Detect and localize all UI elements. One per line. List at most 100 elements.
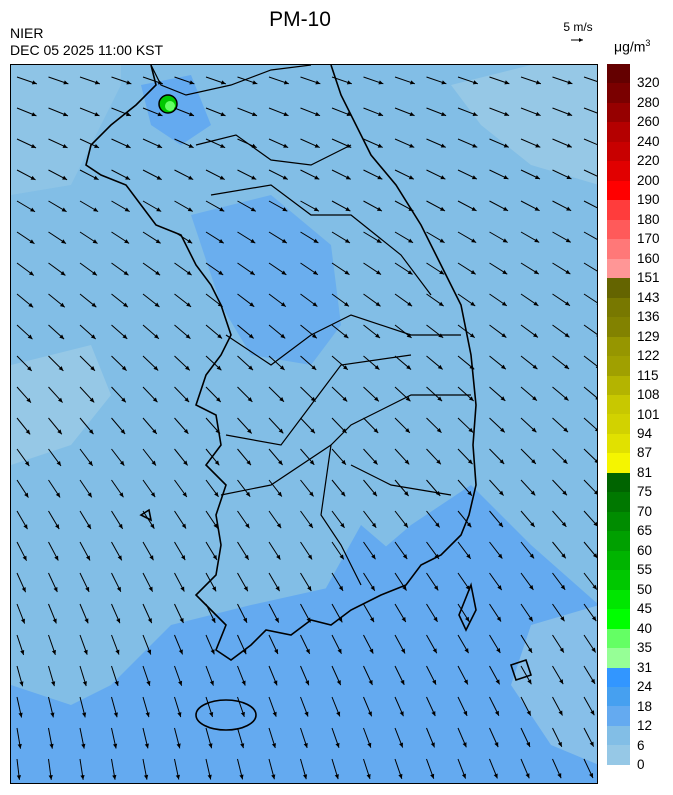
wind-arrow-head [494,742,499,748]
wind-arrow-head [368,679,373,685]
wind-arrow-head [152,429,157,434]
wind-arrow-head [119,460,125,466]
colorbar-segment [607,278,630,298]
wind-arrow-head [93,175,99,180]
wind-arrow-head [406,365,412,370]
wind-arrow [583,324,597,335]
wind-arrow-head [436,459,441,465]
wind-arrow-head [94,143,100,148]
wind-arrow-head [344,238,350,243]
wind-arrow-head [302,774,308,780]
wind-arrow-head [561,553,566,559]
wind-arrow-head [528,616,533,622]
wind-arrow-head [341,459,346,465]
wind-arrow-head [280,302,286,307]
wind-arrow-head [366,774,371,779]
wind-arrow-head [346,80,352,85]
wind-arrow-head [503,143,509,148]
wind-arrow-head [334,774,339,780]
wind-arrow-head [557,773,562,779]
wind-arrow-head [92,239,98,244]
wind-arrow-head [252,112,258,117]
wind-arrow-head [61,207,67,212]
wind-arrow [583,293,597,304]
colorbar-segment [607,375,630,395]
wind-arrow-head [531,459,536,464]
wind-arrow-head [567,80,573,85]
wind-arrow-head [124,239,130,244]
wind-arrow-head [185,334,191,339]
wind-arrow-head [402,585,407,591]
wind-arrow-head [28,271,34,276]
wind-arrow-head [432,679,437,685]
wind-arrow-head [213,523,218,529]
wind-arrow-head [529,585,534,590]
wind-arrow-head [90,334,96,339]
wind-arrow-head [527,679,532,685]
wind-arrow-head [210,649,215,655]
wind-arrow-head [440,175,446,180]
wind-arrow-head [400,648,406,654]
wind-arrow-head [239,774,244,780]
wind-arrow-head [367,711,372,717]
wind-arrow-head [563,395,569,401]
colorbar-label: 180 [637,211,660,227]
colorbar-label: 45 [637,601,653,617]
wind-arrow-head [54,555,59,561]
wind-arrow-head [249,302,255,307]
colorbar-label: 6 [637,737,645,753]
colorbar-segment [607,83,630,103]
wind-arrow-head [55,524,60,530]
wind-arrow-head [346,112,352,117]
wind-arrow-head [593,521,597,527]
wind-arrow-head [248,365,254,371]
wind-arrow-head [152,397,158,403]
wind-arrow-head [307,586,312,592]
wind-arrow-head [499,459,505,465]
colorbar-segment [607,706,630,726]
wind-arrow-head [121,365,127,371]
wind-arrow-head [469,333,475,338]
wind-arrow-head [183,428,189,434]
colorbar-segment [607,122,630,142]
wind-arrow-head [501,333,507,338]
wind-arrow-head [590,710,595,716]
wind-arrow-head [208,743,213,749]
wind-arrow-head [117,555,122,561]
wind-arrow-head [91,302,97,308]
colorbar-label: 31 [637,659,653,675]
wind-arrow [583,169,597,177]
wind-arrow-head [154,334,159,339]
wind-arrow-head [503,206,509,211]
wind-arrow-head [303,742,308,748]
wind-arrow-head [18,712,23,718]
wind-arrow-head [533,269,539,275]
wind-arrow-head [503,175,509,180]
wind-arrow-head [145,712,150,718]
wind-arrow-head [88,460,93,466]
wind-arrow-head [83,649,88,655]
wind-arrow-head [532,364,538,370]
wind-arrow-head [564,364,570,369]
wind-arrow-head [186,302,192,307]
wind-arrow-head [80,774,85,780]
wind-arrow-head [305,648,310,654]
wind-arrow-head [462,742,467,748]
wind-arrow-head [188,143,194,148]
wind-arrow-head [464,648,469,654]
wind-arrow-head [470,270,476,275]
wind-arrow-head [250,207,256,212]
wind-arrow-head [219,175,225,180]
wind-arrow-head [273,680,278,686]
wind-arrow [583,386,597,399]
wind-arrow-head [340,491,346,497]
wind-arrow-head [597,238,598,242]
wind-arrow-head [246,460,251,466]
monitoring-hotspot [158,94,178,114]
wind-arrow-head [470,301,476,306]
wind-arrow-head [187,207,193,212]
wind-arrow-head [305,680,310,686]
wind-arrow-head [372,459,378,465]
wind-arrow-head [591,647,596,653]
pm10-map[interactable] [10,64,598,784]
